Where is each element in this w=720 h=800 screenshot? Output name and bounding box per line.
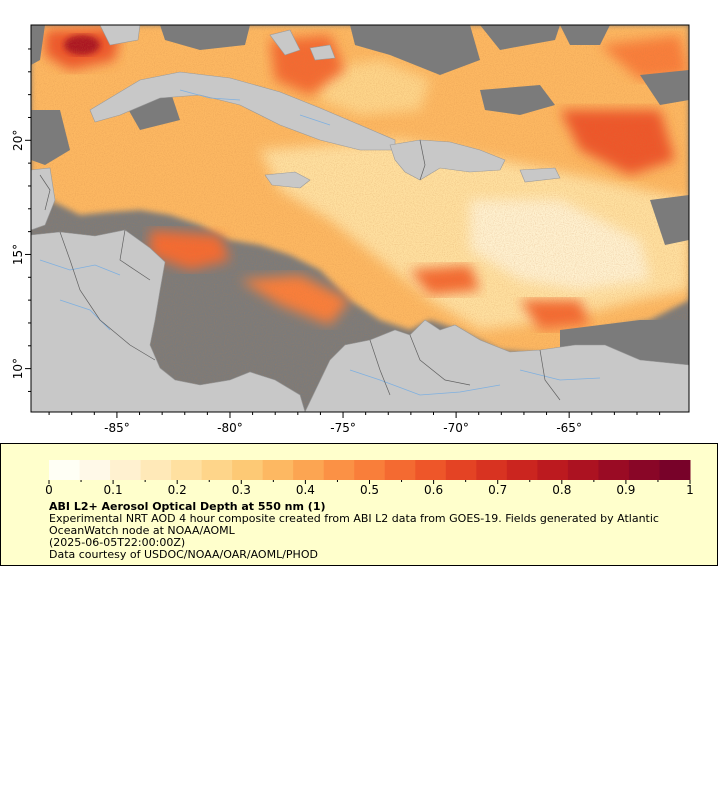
y-tick-label: 15°	[11, 244, 25, 265]
x-tick-label: -85°	[104, 421, 130, 435]
colorbar-cell	[628, 460, 660, 480]
colorbar-cell	[354, 460, 386, 480]
colorbar-tick-label: 0.2	[168, 483, 187, 497]
colorbar-cell	[476, 460, 508, 480]
colorbar-tick-label: 0	[45, 483, 53, 497]
colorbar-cell	[140, 460, 172, 480]
colorbar-cell	[79, 460, 111, 480]
colorbar-cell	[232, 460, 264, 480]
colorbar-cell	[323, 460, 355, 480]
colorbar-tick-label: 1	[686, 483, 694, 497]
colorbar-cell	[110, 460, 142, 480]
colorbar-tick-label: 0.4	[296, 483, 315, 497]
colorbar-cell	[171, 460, 203, 480]
colorbar-cell	[537, 460, 569, 480]
colorbar-cell	[598, 460, 630, 480]
x-tick-label: -75°	[330, 421, 356, 435]
colorbar-tick-label: 0.1	[104, 483, 123, 497]
colorbar-cell	[445, 460, 477, 480]
legend-description: Experimental NRT AOD 4 hour composite cr…	[49, 512, 659, 537]
colorbar-tick-label: 0.5	[360, 483, 379, 497]
colorbar-cell	[384, 460, 416, 480]
colorbar-cell	[659, 460, 691, 480]
aod-map: -85° -80° -75° -70° -65° 20° 15° 10°	[11, 24, 690, 435]
legend-timestamp: (2025-06-05T22:00:00Z)	[49, 536, 186, 549]
colorbar-cell	[415, 460, 447, 480]
colorbar-cell	[293, 460, 325, 480]
legend-panel: 0 0.1 0.2 0.3 0.4 0.5 0.6 0.7 0.8 0.9 1 ABI L2+ Ae…	[0, 443, 718, 566]
x-tick-label: -70°	[443, 421, 469, 435]
colorbar-cell	[201, 460, 233, 480]
colorbar-cell	[506, 460, 538, 480]
colorbar-ticks: 0 0.1 0.2 0.3 0.4 0.5 0.6 0.7 0.8 0.9 1	[45, 480, 694, 497]
rivers	[39, 89, 601, 396]
colorbar-cells	[49, 460, 691, 480]
colorbar-tick-label: 0.7	[488, 483, 507, 497]
map-plot-area	[31, 25, 689, 412]
y-tick-label: 20°	[11, 130, 25, 151]
colorbar-cell	[262, 460, 294, 480]
colorbar-tick-label: 0.8	[552, 483, 571, 497]
colorbar-cell	[567, 460, 599, 480]
map-frame	[30, 24, 690, 413]
land	[31, 25, 689, 412]
colorbar-tick-label: 0.6	[424, 483, 443, 497]
colorbar-tick-label: 0.9	[616, 483, 635, 497]
axis-ticks: -85° -80° -75° -70° -65° 20° 15° 10°	[11, 48, 661, 435]
legend-credit: Data courtesy of USDOC/NOAA/OAR/AOML/PHO…	[49, 548, 318, 561]
colorbar-tick-label: 0.3	[232, 483, 251, 497]
colorbar-cell	[49, 460, 81, 480]
colorbar: 0 0.1 0.2 0.3 0.4 0.5 0.6 0.7 0.8 0.9 1	[45, 460, 694, 497]
borders	[39, 139, 561, 401]
y-tick-label: 10°	[11, 358, 25, 379]
x-tick-label: -80°	[217, 421, 243, 435]
legend-title: ABI L2+ Aerosol Optical Depth at 550 nm …	[49, 500, 326, 513]
x-tick-label: -65°	[556, 421, 582, 435]
